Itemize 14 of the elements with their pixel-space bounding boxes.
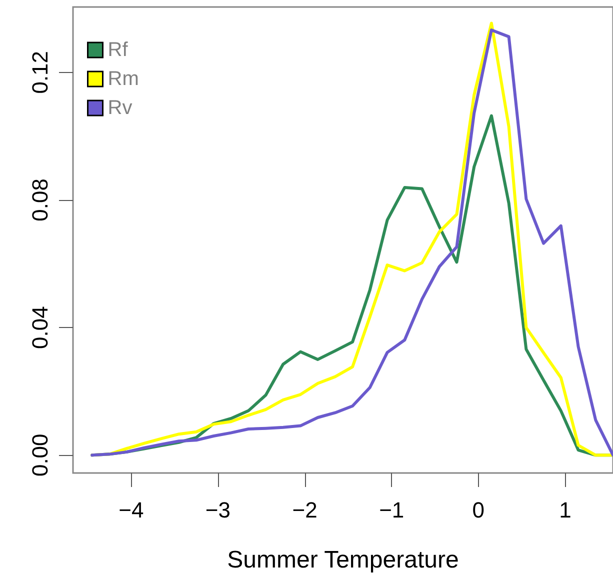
x-tick-label: −2 bbox=[292, 498, 318, 522]
x-tick-label: −1 bbox=[379, 498, 404, 522]
y-tick-label: 0.04 bbox=[28, 306, 52, 349]
y-tick-label: 0.12 bbox=[28, 50, 52, 94]
x-tick-label: 1 bbox=[559, 498, 572, 522]
x-tick-label: 0 bbox=[472, 498, 485, 522]
x-tick-label: −4 bbox=[118, 498, 144, 522]
legend-label: Rm bbox=[108, 68, 139, 90]
x-tick-label: −3 bbox=[205, 498, 231, 522]
y-tick-label: 0.08 bbox=[28, 178, 52, 222]
x-axis-title: Summer Temperature bbox=[227, 546, 459, 574]
legend-label: Rv bbox=[108, 97, 132, 119]
legend-label: Rf bbox=[108, 39, 128, 61]
y-tick-label: 0.00 bbox=[28, 434, 52, 477]
